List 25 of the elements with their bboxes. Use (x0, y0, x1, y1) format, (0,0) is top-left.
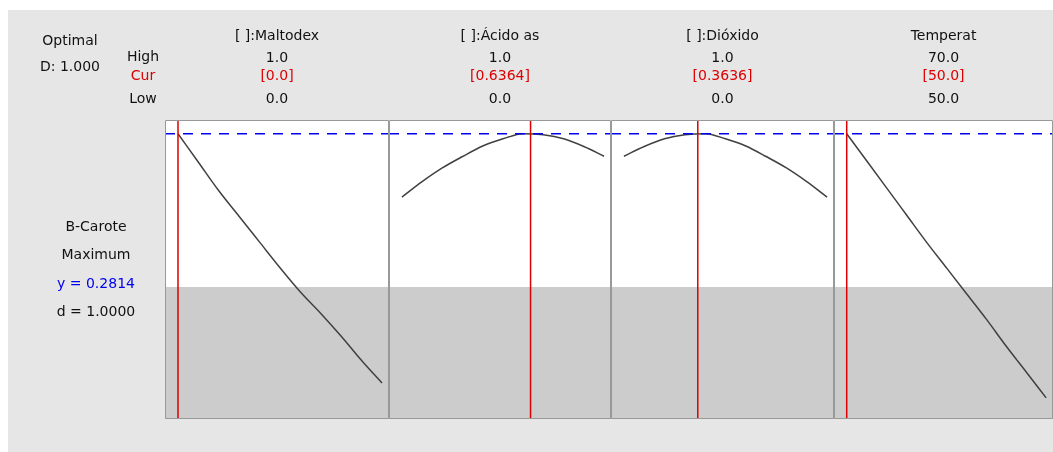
chart-title: [ ]:Dióxido (686, 27, 759, 43)
text: 1.0 (488, 49, 512, 65)
text: High (126, 48, 160, 64)
text: 1.0 (265, 49, 289, 65)
text: Optimal (42, 32, 98, 48)
chart-title: [ ]:Maltodex (234, 27, 320, 43)
text: 1.0 (711, 49, 734, 65)
text: [0.0] (260, 67, 294, 83)
chart-title: Temperat (910, 27, 977, 43)
text: y = 0.2814 (57, 275, 135, 291)
chart-title: [ ]:Ácido as (460, 27, 540, 43)
text: 0.0 (711, 90, 734, 106)
text: 70.0 (927, 49, 960, 65)
text: 0.0 (265, 90, 289, 106)
text: [0.6364] (470, 67, 530, 83)
text: d = 1.0000 (56, 303, 136, 319)
text: Maximum (61, 246, 131, 262)
text: Cur (130, 67, 156, 83)
text: [0.3636] (692, 67, 753, 83)
text: 0.0 (488, 90, 512, 106)
text: [50.0] (922, 67, 965, 83)
text: B-Carote (65, 218, 127, 234)
text: 50.0 (927, 90, 960, 106)
text: D: 1.000 (39, 58, 101, 74)
text: Low (129, 90, 157, 106)
